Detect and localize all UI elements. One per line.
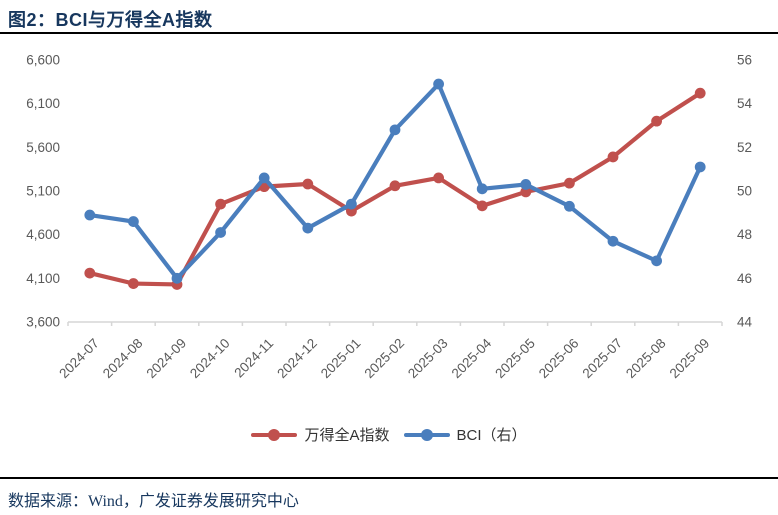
legend-item-bci: BCI（右） [403, 424, 527, 445]
bci-line-marker-icon [403, 428, 450, 441]
svg-text:44: 44 [737, 315, 753, 330]
data-source-note: 数据来源：Wind，广发证券发展研究中心 [8, 493, 299, 510]
svg-text:4,600: 4,600 [26, 227, 60, 242]
svg-text:2025-04: 2025-04 [449, 335, 495, 381]
wind-a-line-marker-icon [251, 428, 298, 441]
svg-text:48: 48 [737, 227, 752, 242]
svg-text:5,100: 5,100 [26, 184, 60, 199]
figure-title: 图2：BCI与万得全A指数 [8, 10, 213, 30]
svg-text:2024-09: 2024-09 [143, 336, 189, 382]
svg-text:2025-07: 2025-07 [579, 336, 625, 382]
svg-text:56: 56 [737, 53, 752, 68]
chart-legend: 万得全A指数 BCI（右） [0, 424, 778, 445]
svg-text:2025-01: 2025-01 [318, 336, 364, 382]
svg-text:4,100: 4,100 [26, 271, 60, 286]
svg-text:50: 50 [737, 184, 752, 199]
svg-text:54: 54 [737, 96, 753, 111]
svg-text:2025-02: 2025-02 [361, 336, 407, 382]
footer-divider [0, 477, 778, 479]
svg-text:6,100: 6,100 [26, 96, 60, 111]
svg-text:2025-03: 2025-03 [405, 336, 451, 382]
svg-text:52: 52 [737, 140, 752, 155]
svg-text:46: 46 [737, 271, 752, 286]
svg-text:2024-07: 2024-07 [56, 336, 102, 382]
svg-text:2025-09: 2025-09 [667, 336, 713, 382]
svg-text:6,600: 6,600 [26, 53, 60, 68]
svg-text:2025-06: 2025-06 [536, 336, 582, 382]
legend-item-wind-a: 万得全A指数 [251, 424, 390, 445]
svg-text:2025-08: 2025-08 [623, 336, 669, 382]
svg-text:2024-12: 2024-12 [274, 336, 320, 382]
svg-text:2024-08: 2024-08 [100, 336, 146, 382]
svg-text:2024-10: 2024-10 [187, 336, 233, 382]
legend-label-wind-a: 万得全A指数 [304, 427, 390, 444]
svg-text:2025-05: 2025-05 [492, 336, 538, 382]
svg-text:5,600: 5,600 [26, 140, 60, 155]
svg-text:2024-11: 2024-11 [231, 336, 276, 381]
title-divider [0, 32, 778, 34]
svg-text:3,600: 3,600 [26, 315, 60, 330]
legend-label-bci: BCI（右） [456, 427, 527, 444]
